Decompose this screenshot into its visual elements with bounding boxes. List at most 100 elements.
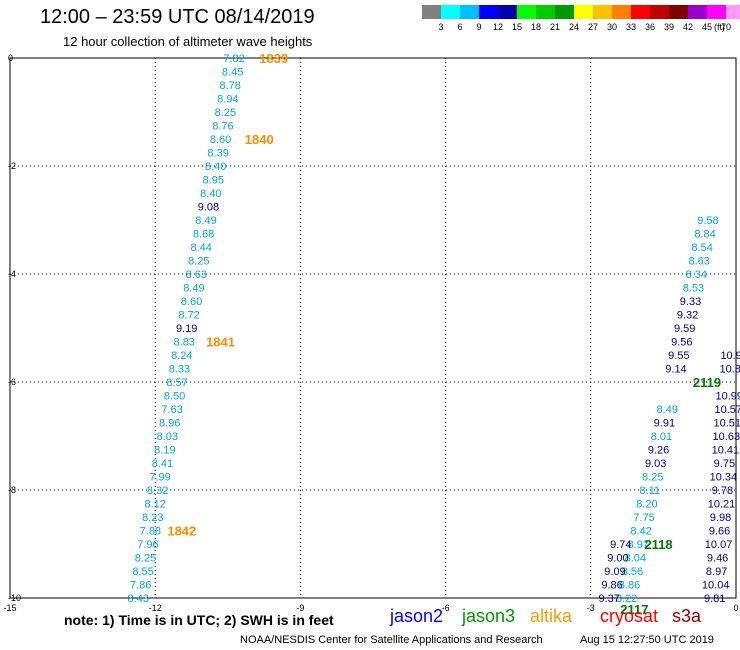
wave-height-value: 9.08 (198, 202, 219, 214)
wave-height-value: 9.74 (610, 539, 631, 551)
wave-height-value: 10.04 (702, 580, 730, 592)
satellite-label-cryosat: cryosat (600, 606, 659, 626)
legend-tick-label: 42 (682, 22, 693, 32)
wave-height-value: 8.25 (642, 472, 663, 484)
legend-swatch (650, 5, 669, 19)
wave-height-value: 8.04 (625, 553, 646, 565)
wave-height-value: 8.12 (144, 499, 165, 511)
wave-height-value: 8.54 (691, 242, 712, 254)
wave-height-value: 10.63 (713, 431, 740, 443)
legend-swatch (574, 5, 593, 19)
wave-height-value: 8.44 (190, 242, 211, 254)
legend-tick-label: 18 (530, 22, 541, 32)
chart-subtitle: 12 hour collection of altimeter wave hei… (63, 34, 313, 49)
wave-height-value: 8.03 (157, 431, 178, 443)
map-frame (9, 57, 737, 599)
wave-height-value: 8.96 (159, 418, 180, 430)
legend-swatch (631, 5, 650, 19)
legend-swatch (422, 5, 441, 19)
wave-height-value: 9.55 (668, 350, 689, 362)
wave-height-value: 8.01 (651, 431, 672, 443)
wave-height-value: 9.09 (604, 566, 625, 578)
x-tick-label: -6 (442, 603, 450, 613)
wave-height-value: 7.99 (149, 472, 170, 484)
wave-height-value: 8.84 (694, 229, 715, 241)
wave-height-value: 8.60 (210, 134, 231, 146)
legend-tick-label: 27 (587, 22, 598, 32)
x-tick-label: 0 (733, 603, 738, 613)
wave-height-value: 8.49 (183, 283, 204, 295)
legend-swatch (612, 5, 631, 19)
wave-height-value: 9.75 (714, 458, 735, 470)
wave-height-value: 8.20 (636, 499, 657, 511)
satellite-label-jason3: jason3 (462, 606, 516, 626)
wave-height-value: 8.40 (205, 161, 226, 173)
x-tick-label: -3 (587, 603, 595, 613)
legend-tick-label: 6 (457, 22, 463, 32)
wave-height-value: 8.34 (686, 269, 707, 281)
legend-swatch (688, 5, 707, 19)
satellite-label-jason2: jason2 (390, 606, 444, 626)
wave-height-value: 8.43 (128, 593, 149, 605)
x-tick-label: -9 (296, 603, 304, 613)
pass-time-label: 1841 (206, 335, 235, 350)
wave-height-value: 8.72 (178, 310, 199, 322)
wave-height-value: 8.40 (200, 188, 221, 200)
wave-height-value: 8.25 (135, 553, 156, 565)
chart-title: 12:00 – 23:59 UTC 08/14/2019 (40, 6, 315, 28)
wave-height-value: 9.00 (607, 553, 628, 565)
wave-height-value: 8.49 (657, 404, 678, 416)
wave-height-value: 8.39 (207, 148, 228, 160)
wave-height-value: 10.8 (719, 364, 740, 376)
legend-swatch (726, 5, 740, 19)
wave-height-value: 8.56 (622, 566, 643, 578)
footer-timestamp: Aug 15 12:27:50 UTC 2019 (580, 634, 714, 646)
legend-tick-label: 12 (492, 22, 503, 32)
legend-swatch (593, 5, 612, 19)
wave-height-value: 8.94 (217, 94, 238, 106)
wave-height-value: 9.19 (176, 323, 197, 335)
wave-height-value: 8.23 (142, 512, 163, 524)
wave-height-value: 9.91 (654, 418, 675, 430)
wave-height-value: 8.25 (188, 256, 209, 268)
wave-height-value: 9.98 (710, 512, 731, 524)
y-tick-label: 0 (8, 53, 13, 63)
wave-height-value: 8.55 (132, 566, 153, 578)
legend-swatch (479, 5, 498, 19)
legend-tick-label: 39 (663, 22, 674, 32)
wave-height-value: 8.53 (683, 283, 704, 295)
wave-height-value: 9.03 (645, 458, 666, 470)
legend-swatch (460, 5, 479, 19)
wave-height-value: 10.99 (715, 391, 740, 403)
legend-swatch (669, 5, 688, 19)
wave-height-value: 8.86 (619, 580, 640, 592)
wave-height-value: 8.11 (640, 485, 661, 497)
legend-swatch (707, 5, 726, 19)
wave-height-value: 10.34 (710, 472, 738, 484)
wave-height-value: 7.86 (130, 580, 151, 592)
wave-height-value: 10.57 (714, 404, 740, 416)
wave-height-value: 9.32 (677, 310, 698, 322)
wave-height-value: 7.96 (137, 539, 158, 551)
wave-height-value: 9.26 (648, 445, 669, 457)
wave-height-value: 8.24 (171, 350, 192, 362)
legend-tick-label: 9 (476, 22, 482, 32)
legend-tick-label: 36 (644, 22, 655, 32)
wave-height-value: 9.66 (709, 526, 730, 538)
wave-height-value: 9.59 (674, 323, 695, 335)
y-tick-label: -4 (8, 269, 16, 279)
wave-height-value: 9.78 (712, 485, 733, 497)
legend-swatch (498, 5, 517, 19)
legend-tick-label: 45 (701, 22, 712, 32)
pass-time-label: 1840 (245, 132, 274, 147)
wave-height-value: 10.21 (708, 499, 736, 511)
legend-unit: (ft) (714, 22, 725, 32)
wave-height-value: 8.32 (147, 485, 168, 497)
legend-tick-label: 30 (606, 22, 617, 32)
wave-height-value: 8.41 (152, 458, 173, 470)
x-tick-label: -12 (149, 603, 162, 613)
footer-credit: NOAA/NESDIS Center for Satellite Applica… (240, 634, 543, 646)
wave-height-value: 10.41 (712, 445, 740, 457)
legend-tick-label: 70 (720, 22, 731, 32)
legend-swatch (555, 5, 574, 19)
